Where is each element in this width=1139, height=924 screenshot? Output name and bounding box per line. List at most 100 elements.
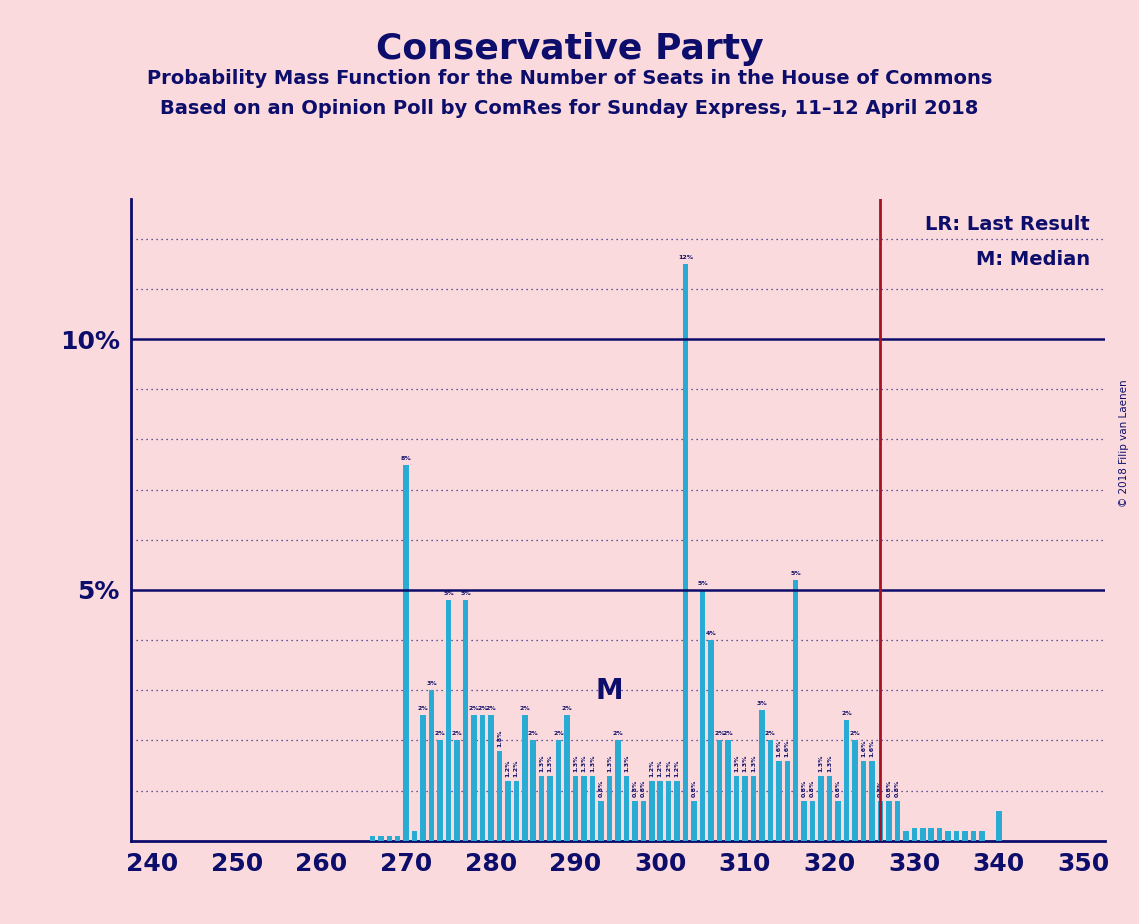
Text: 5%: 5% — [790, 571, 801, 576]
Bar — [395, 836, 401, 841]
Text: 2%: 2% — [519, 707, 530, 711]
Text: 0.8%: 0.8% — [886, 779, 892, 796]
Bar — [997, 810, 1001, 841]
Bar — [564, 715, 570, 841]
Text: 0.8%: 0.8% — [810, 779, 816, 796]
Text: 1.3%: 1.3% — [573, 754, 579, 772]
Bar — [420, 715, 426, 841]
Text: 2%: 2% — [765, 732, 776, 736]
Text: Conservative Party: Conservative Party — [376, 32, 763, 67]
Text: 2%: 2% — [418, 707, 428, 711]
Bar — [640, 801, 646, 841]
Text: M: M — [596, 677, 623, 705]
Bar — [674, 781, 680, 841]
Text: 2%: 2% — [842, 711, 852, 716]
Text: 1.3%: 1.3% — [734, 754, 739, 772]
Text: 2%: 2% — [468, 707, 480, 711]
Bar — [556, 740, 562, 841]
Text: 1.6%: 1.6% — [869, 739, 875, 757]
Text: © 2018 Filip van Laenen: © 2018 Filip van Laenen — [1120, 380, 1129, 507]
Bar — [624, 775, 629, 841]
Text: 1.3%: 1.3% — [607, 754, 612, 772]
Text: 1.3%: 1.3% — [743, 754, 747, 772]
Bar — [759, 711, 764, 841]
Text: 2%: 2% — [722, 732, 734, 736]
Text: 1.2%: 1.2% — [666, 760, 671, 776]
Bar — [785, 760, 790, 841]
Text: 8%: 8% — [401, 456, 411, 460]
Text: 0.8%: 0.8% — [598, 779, 604, 796]
Bar — [920, 828, 926, 841]
Text: M: Median: M: Median — [976, 250, 1090, 269]
Bar — [903, 831, 909, 841]
Bar — [403, 465, 409, 841]
Bar — [683, 264, 688, 841]
Bar — [497, 750, 502, 841]
Text: 1.2%: 1.2% — [649, 760, 654, 776]
Bar — [894, 801, 900, 841]
Bar — [980, 831, 985, 841]
Bar — [378, 836, 384, 841]
Bar — [928, 828, 934, 841]
Bar — [819, 775, 823, 841]
Text: 5%: 5% — [697, 581, 708, 586]
Text: 0.8%: 0.8% — [878, 779, 883, 796]
Text: 1.2%: 1.2% — [506, 760, 510, 776]
Text: 1.2%: 1.2% — [514, 760, 518, 776]
Bar — [861, 760, 867, 841]
Text: 5%: 5% — [460, 591, 470, 596]
Bar — [437, 740, 443, 841]
Bar — [827, 775, 833, 841]
Bar — [726, 740, 731, 841]
Bar — [776, 760, 781, 841]
Bar — [810, 801, 816, 841]
Text: 2%: 2% — [554, 732, 564, 736]
Bar — [878, 801, 883, 841]
Bar — [472, 715, 477, 841]
Text: 4%: 4% — [706, 631, 716, 636]
Bar — [531, 740, 536, 841]
Bar — [632, 801, 638, 841]
Text: 1.8%: 1.8% — [497, 729, 502, 747]
Bar — [911, 828, 917, 841]
Text: 2%: 2% — [477, 707, 487, 711]
Bar — [962, 831, 968, 841]
Text: LR: Last Result: LR: Last Result — [926, 214, 1090, 234]
Text: Based on an Opinion Poll by ComRes for Sunday Express, 11–12 April 2018: Based on an Opinion Poll by ComRes for S… — [161, 99, 978, 118]
Text: 1.6%: 1.6% — [861, 739, 866, 757]
Bar — [369, 836, 375, 841]
Text: 1.3%: 1.3% — [827, 754, 833, 772]
Text: 2%: 2% — [527, 732, 539, 736]
Text: 1.6%: 1.6% — [785, 739, 789, 757]
Text: 1.3%: 1.3% — [590, 754, 595, 772]
Bar — [869, 760, 875, 841]
Text: 2%: 2% — [435, 732, 445, 736]
Bar — [607, 775, 612, 841]
Text: 1.3%: 1.3% — [582, 754, 587, 772]
Text: 0.8%: 0.8% — [641, 779, 646, 796]
Bar — [454, 740, 460, 841]
Text: 12%: 12% — [678, 255, 694, 260]
Bar — [539, 775, 544, 841]
Bar — [489, 715, 493, 841]
Bar — [412, 831, 417, 841]
Bar — [514, 781, 519, 841]
Text: 1.2%: 1.2% — [674, 760, 680, 776]
Bar — [691, 801, 697, 841]
Text: Probability Mass Function for the Number of Seats in the House of Commons: Probability Mass Function for the Number… — [147, 69, 992, 89]
Bar — [699, 590, 705, 841]
Bar — [945, 831, 951, 841]
Bar — [615, 740, 621, 841]
Bar — [445, 600, 451, 841]
Bar — [581, 775, 587, 841]
Bar — [548, 775, 552, 841]
Bar — [649, 781, 655, 841]
Text: 1.2%: 1.2% — [657, 760, 663, 776]
Bar — [598, 801, 604, 841]
Bar — [768, 740, 773, 841]
Text: 1.3%: 1.3% — [539, 754, 544, 772]
Bar — [666, 781, 672, 841]
Text: 3%: 3% — [756, 701, 768, 706]
Text: 2%: 2% — [485, 707, 497, 711]
Bar — [462, 600, 468, 841]
